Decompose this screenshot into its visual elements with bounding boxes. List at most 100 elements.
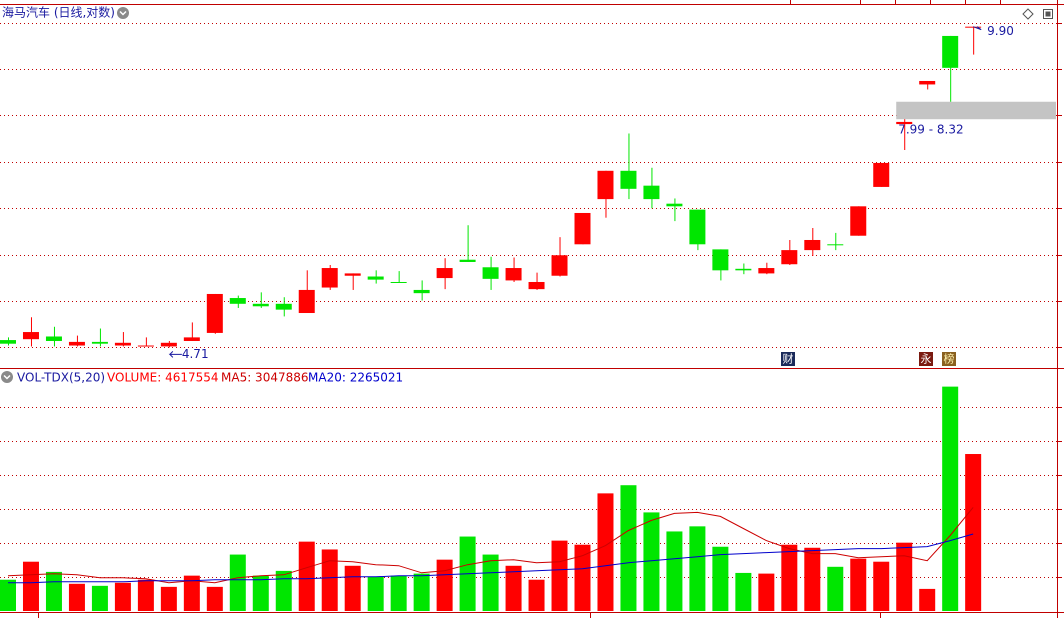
volume-bar: [965, 454, 982, 611]
gap-band: [896, 101, 1056, 120]
candle-body: [160, 342, 177, 347]
volume-bar: [344, 565, 361, 611]
volume-bar: [896, 542, 913, 611]
volume-bar: [183, 575, 200, 611]
volume-bar: [781, 544, 798, 611]
candle-body: [482, 267, 499, 279]
volume-bar: [689, 526, 706, 611]
volume-bar: [620, 485, 637, 611]
volume-bar: [919, 588, 936, 611]
volume-bar: [367, 576, 384, 611]
volume-bar: [390, 575, 407, 611]
volume-bar: [643, 512, 660, 611]
volume-bar: [45, 571, 62, 611]
candle-body: [91, 341, 108, 344]
volume-bar: [252, 575, 269, 611]
candle-body: [436, 268, 453, 279]
candle-body: [137, 345, 154, 347]
chart-title: 海马汽车 (日线,对数): [2, 5, 115, 20]
badge[interactable]: 永: [921, 352, 932, 366]
low-marker-label: 4.71: [182, 347, 209, 361]
candle-body: [597, 170, 614, 200]
candle-body: [390, 281, 407, 283]
volume-bar: [114, 582, 131, 611]
candle-body: [712, 249, 729, 271]
candle-body: [367, 276, 384, 280]
candle-body: [620, 170, 637, 189]
volume-bar: [436, 559, 453, 611]
candle-body: [183, 337, 200, 341]
candle-body: [45, 336, 62, 341]
volume-bar: [528, 579, 545, 611]
candle-body: [873, 162, 890, 187]
volume-bar: [666, 531, 683, 611]
badge-box[interactable]: [781, 352, 795, 366]
bottom-ticks: [38, 612, 881, 618]
volume-bar: [735, 572, 752, 611]
candle-body: [459, 259, 476, 262]
volume-bar: [597, 493, 614, 611]
candle-body: [68, 341, 85, 346]
candle-body: [758, 268, 775, 274]
candle-body: [0, 340, 16, 344]
menu-icon[interactable]: [117, 7, 129, 19]
candle-body: [781, 250, 798, 265]
volume-bar: [804, 547, 821, 611]
gap-label: 7.99 - 8.32: [898, 123, 963, 137]
volume-bar: [873, 561, 890, 611]
volume-bar: [22, 561, 39, 611]
candle-body: [229, 298, 246, 304]
candle-body: [22, 332, 39, 340]
candle-body: [689, 209, 706, 245]
legend-entry: MA20: 2265021: [308, 371, 403, 385]
volume-bar: [942, 386, 959, 611]
legend-entry: MA5: 3047886: [221, 371, 309, 385]
ma-line: [7, 507, 974, 584]
candle-body: [275, 303, 292, 310]
volume-bar: [574, 544, 591, 611]
legend-entry: VOLUME: 4617554: [107, 371, 219, 385]
volume-bar: [298, 541, 315, 611]
candle-body: [505, 268, 522, 281]
low-marker-arrow: [168, 350, 182, 358]
volume-bar: [321, 549, 338, 611]
volume-menu-icon[interactable]: [1, 371, 13, 383]
candle-body: [321, 268, 338, 288]
candle-body: [896, 121, 913, 125]
candle-body: [298, 289, 315, 314]
candle-body: [344, 273, 361, 276]
top-ticks: [790, 0, 1001, 4]
volume-bar: [827, 566, 844, 611]
candle-body: [804, 239, 821, 251]
candle-body: [252, 303, 269, 307]
volume-bar: [0, 579, 16, 611]
volume-bar: [551, 540, 568, 611]
volume-bar: [850, 558, 867, 611]
high-marker-arrow: [972, 26, 982, 31]
candle-body: [827, 244, 844, 246]
candle-body: [574, 212, 591, 245]
indicator-title: VOL-TDX(5,20): [17, 371, 105, 385]
candle-body: [850, 206, 867, 236]
window-icon[interactable]: [1043, 9, 1053, 19]
volume-bar: [482, 554, 499, 611]
badge-box[interactable]: [942, 352, 956, 366]
diamond-icon[interactable]: [1022, 8, 1034, 20]
high-marker-label: 9.90: [987, 24, 1014, 38]
volume-bar: [275, 570, 292, 611]
volume-bar: [229, 554, 246, 611]
volume-bar: [91, 585, 108, 611]
ma-line: [8, 533, 974, 584]
volume-bar: [505, 565, 522, 611]
badge[interactable]: 财: [783, 352, 794, 366]
volume-bar: [758, 573, 775, 611]
candle-body: [206, 293, 223, 333]
badge-box[interactable]: [919, 352, 933, 366]
volume-bar: [206, 586, 223, 611]
candle-body: [666, 203, 683, 207]
candle-body: [528, 281, 545, 290]
badge[interactable]: 榜: [944, 352, 955, 366]
